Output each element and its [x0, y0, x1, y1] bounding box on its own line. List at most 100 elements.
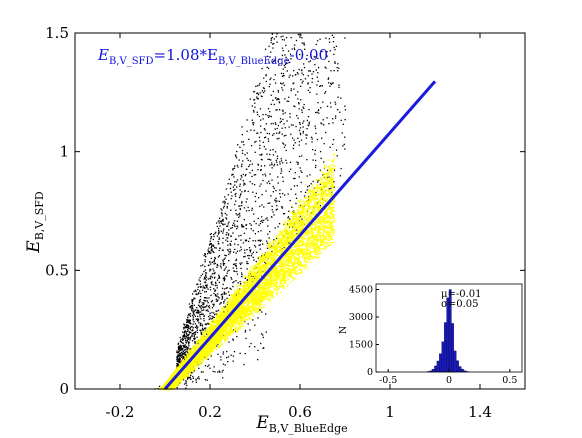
- scatter-point: [261, 95, 263, 98]
- scatter-point: [267, 140, 270, 142]
- scatter-point: [275, 123, 277, 125]
- scatter-point: [218, 237, 220, 239]
- scatter-point: [304, 237, 306, 240]
- scatter-point: [276, 243, 278, 246]
- scatter-point: [310, 200, 312, 202]
- scatter-point: [289, 261, 292, 263]
- scatter-point: [283, 213, 285, 215]
- scatter-point: [189, 377, 191, 379]
- scatter-point: [254, 291, 257, 293]
- scatter-point: [214, 232, 216, 235]
- scatter-point: [239, 212, 241, 215]
- scatter-point: [225, 307, 227, 309]
- scatter-point: [251, 253, 253, 255]
- scatter-point: [185, 336, 187, 338]
- scatter-point: [305, 251, 307, 253]
- scatter-point: [219, 371, 221, 373]
- scatter-point: [217, 340, 219, 342]
- scatter-point: [296, 231, 298, 233]
- scatter-point: [199, 344, 201, 346]
- scatter-point: [199, 306, 201, 308]
- scatter-point: [272, 154, 275, 156]
- scatter-point: [227, 336, 229, 338]
- scatter-point: [299, 132, 301, 134]
- scatter-point: [269, 231, 271, 233]
- scatter-point: [193, 346, 195, 349]
- scatter-point: [275, 189, 277, 192]
- scatter-point: [332, 118, 334, 120]
- scatter-point: [192, 310, 194, 312]
- scatter-point: [217, 343, 219, 345]
- scatter-point: [295, 74, 297, 76]
- scatter-point: [206, 286, 208, 289]
- scatter-point: [224, 364, 226, 366]
- scatter-point: [195, 312, 198, 314]
- scatter-point: [270, 41, 272, 44]
- scatter-point: [211, 311, 213, 314]
- scatter-point: [241, 225, 243, 227]
- scatter-point: [271, 216, 273, 218]
- scatter-point: [327, 77, 330, 79]
- scatter-point: [274, 247, 276, 250]
- scatter-point: [312, 256, 314, 258]
- scatter-point: [180, 341, 182, 343]
- scatter-point: [203, 335, 205, 338]
- scatter-point: [321, 193, 323, 196]
- scatter-point: [190, 336, 192, 338]
- scatter-point: [276, 155, 279, 157]
- scatter-point: [289, 161, 292, 163]
- scatter-point: [205, 284, 207, 286]
- scatter-point: [298, 103, 300, 105]
- scatter-point: [331, 193, 333, 195]
- scatter-point: [260, 169, 262, 171]
- scatter-point: [186, 333, 188, 335]
- scatter-point: [258, 224, 260, 226]
- scatter-point: [225, 275, 227, 277]
- scatter-point: [260, 230, 262, 232]
- scatter-point: [294, 142, 296, 144]
- scatter-point: [288, 96, 290, 98]
- scatter-point: [241, 191, 243, 193]
- scatter-point: [329, 50, 331, 52]
- scatter-point: [265, 148, 267, 150]
- scatter-point: [202, 329, 204, 331]
- scatter-point: [303, 42, 305, 44]
- scatter-point: [203, 302, 205, 304]
- scatter-point: [190, 326, 192, 328]
- scatter-point: [236, 164, 238, 167]
- scatter-point: [287, 252, 289, 254]
- scatter-point: [228, 341, 230, 343]
- scatter-point: [254, 298, 256, 300]
- scatter-point: [186, 339, 188, 342]
- scatter-point: [179, 352, 181, 355]
- scatter-point: [279, 265, 281, 267]
- scatter-point: [256, 295, 258, 298]
- scatter-point: [262, 266, 265, 268]
- scatter-point: [309, 225, 312, 227]
- scatter-point: [211, 281, 213, 283]
- scatter-point: [306, 159, 308, 161]
- scatter-point: [188, 319, 190, 321]
- scatter-point: [240, 234, 242, 237]
- scatter-point: [199, 290, 201, 292]
- scatter-point: [314, 149, 316, 152]
- scatter-point: [249, 160, 252, 162]
- scatter-point: [295, 219, 298, 221]
- scatter-point: [237, 328, 239, 331]
- scatter-point: [245, 224, 247, 226]
- scatter-point: [201, 329, 203, 331]
- scatter-point: [303, 244, 305, 246]
- scatter-point: [332, 139, 335, 141]
- scatter-point: [257, 264, 259, 266]
- scatter-point: [158, 387, 161, 390]
- scatter-point: [197, 318, 199, 320]
- scatter-point: [204, 333, 206, 335]
- scatter-point: [260, 333, 263, 335]
- scatter-point: [271, 179, 273, 181]
- scatter-point: [267, 116, 270, 118]
- scatter-point: [300, 214, 302, 216]
- scatter-point: [209, 278, 212, 280]
- scatter-point: [303, 218, 305, 220]
- scatter-point: [314, 64, 316, 66]
- scatter-point: [305, 201, 307, 204]
